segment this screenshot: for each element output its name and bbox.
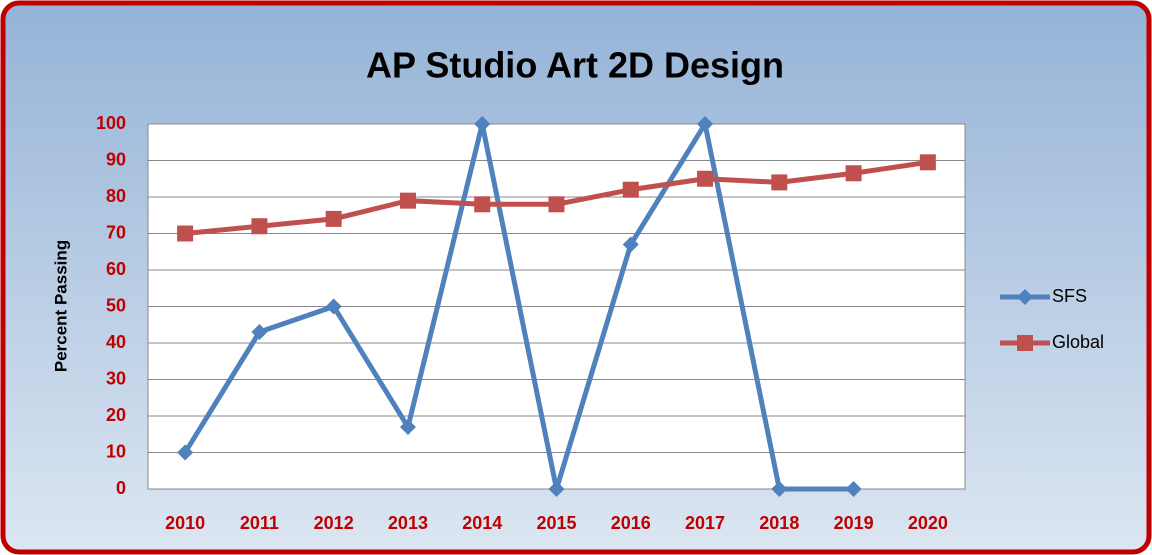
marker bbox=[548, 481, 565, 497]
marker bbox=[622, 181, 639, 198]
marker bbox=[325, 298, 342, 315]
marker bbox=[251, 324, 268, 341]
marker bbox=[845, 481, 862, 497]
y-tick-label: 100 bbox=[96, 113, 126, 133]
marker bbox=[399, 418, 416, 435]
x-tick-label: 2020 bbox=[908, 513, 948, 533]
series-line bbox=[183, 121, 854, 492]
x-tick-label: 2016 bbox=[611, 513, 651, 533]
y-tick-label: 80 bbox=[106, 186, 126, 206]
y-tick-label: 60 bbox=[106, 259, 126, 279]
marker bbox=[771, 481, 788, 497]
marker bbox=[622, 236, 639, 253]
legend-label: SFS bbox=[1052, 286, 1087, 306]
x-tick-label: 2012 bbox=[314, 513, 354, 533]
marker bbox=[474, 116, 491, 132]
y-tick-label: 50 bbox=[106, 295, 126, 315]
x-tick-label: 2013 bbox=[388, 513, 428, 533]
marker bbox=[845, 165, 862, 182]
marker bbox=[251, 218, 268, 235]
y-tick-label: 20 bbox=[106, 405, 126, 425]
marker bbox=[399, 192, 416, 209]
x-tick-label: 2018 bbox=[759, 513, 799, 533]
x-tick-label: 2014 bbox=[462, 513, 502, 533]
y-tick-label: 30 bbox=[106, 368, 126, 388]
y-tick-label: 40 bbox=[106, 332, 126, 352]
marker bbox=[177, 444, 194, 461]
marker bbox=[177, 225, 194, 242]
marker bbox=[771, 174, 788, 191]
legend-label: Global bbox=[1052, 332, 1104, 352]
marker bbox=[548, 196, 565, 213]
y-tick-label: 90 bbox=[106, 149, 126, 169]
x-tick-label: 2011 bbox=[240, 513, 279, 533]
x-tick-label: 2019 bbox=[834, 513, 874, 533]
legend-marker bbox=[1017, 289, 1033, 305]
y-tick-label: 0 bbox=[116, 478, 126, 498]
marker bbox=[697, 170, 714, 187]
marker bbox=[325, 210, 342, 227]
marker bbox=[697, 116, 714, 132]
x-tick-label: 2015 bbox=[536, 513, 576, 533]
y-axis-label: Percent Passing bbox=[51, 240, 70, 372]
legend-marker bbox=[1017, 335, 1033, 351]
x-tick-label: 2017 bbox=[685, 513, 725, 533]
marker bbox=[919, 154, 936, 171]
x-tick-label: 2010 bbox=[165, 513, 205, 533]
marker bbox=[474, 196, 491, 213]
y-tick-label: 10 bbox=[106, 441, 126, 461]
chart-title: AP Studio Art 2D Design bbox=[366, 45, 784, 86]
y-tick-label: 70 bbox=[106, 222, 126, 242]
